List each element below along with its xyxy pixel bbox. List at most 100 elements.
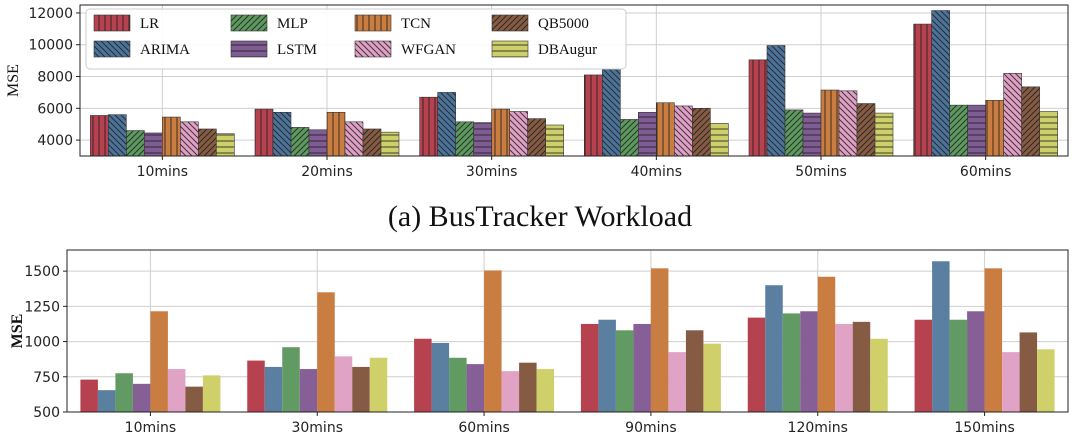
bar-series-1-90mins bbox=[598, 319, 616, 412]
bar-series-3-90mins bbox=[633, 323, 651, 412]
bar-qb5000-60mins bbox=[1021, 86, 1040, 157]
bar-lstm-20mins bbox=[308, 129, 328, 157]
bar-series-7-30mins bbox=[369, 357, 388, 412]
bar-qb5000-30mins bbox=[527, 118, 546, 157]
bar-wfgan-20mins bbox=[344, 121, 364, 157]
bar-series-0-120mins bbox=[747, 317, 766, 412]
bar-series-1-10mins bbox=[97, 390, 116, 412]
bar-series-7-90mins bbox=[703, 343, 721, 412]
bar-lr-30mins bbox=[419, 96, 438, 157]
bar-series-2-30mins bbox=[282, 347, 300, 412]
x-tick-label: 30mins bbox=[466, 164, 518, 180]
chart-bottom: 500 750 1000 1250 1500 10mins 30mins 60mins 90m… bbox=[9, 249, 1069, 436]
bar-series-2-120mins bbox=[782, 313, 801, 412]
bar-series-3-120mins bbox=[800, 311, 818, 412]
y-tick-label: 8000 bbox=[37, 70, 73, 86]
legend: LR ARIMA MLP LSTM TCN WFGAN QB5000 DBAugur bbox=[85, 8, 627, 70]
x-tick-label: 150mins bbox=[954, 420, 1014, 436]
bar-series-5-10mins bbox=[167, 369, 186, 412]
y-ticks-top: 4000 6000 8000 10000 12000 bbox=[28, 6, 80, 149]
legend-label: LSTM bbox=[277, 42, 317, 58]
bar-series-3-10mins bbox=[132, 383, 151, 412]
bar-mlp-50mins bbox=[784, 109, 804, 157]
legend-item-dbaugur: DBAugur bbox=[491, 40, 597, 58]
bar-mlp-10mins bbox=[126, 130, 145, 157]
y-tick-label: 1250 bbox=[24, 299, 60, 315]
legend-label: DBAugur bbox=[538, 42, 597, 58]
bar-series-2-60mins bbox=[449, 357, 467, 412]
bar-wfgan-30mins bbox=[509, 111, 528, 157]
bar-arima-20mins bbox=[272, 111, 292, 157]
bar-wfgan-60mins bbox=[1003, 73, 1022, 157]
bar-lstm-10mins bbox=[144, 132, 163, 157]
x-tick-label: 60mins bbox=[960, 164, 1012, 180]
bar-arima-30mins bbox=[437, 92, 456, 157]
caption-a: (a) BusTracker Workload bbox=[388, 200, 692, 233]
bar-lr-50mins bbox=[748, 59, 768, 157]
bar-series-1-60mins bbox=[431, 342, 450, 412]
bar-tcn-60mins bbox=[985, 100, 1004, 157]
legend-item-qb5000: QB5000 bbox=[491, 14, 589, 32]
x-ticks-bottom: 10mins 30mins 60mins 90mins 120mins 150mins bbox=[125, 412, 1015, 436]
y-tick-label: 4000 bbox=[37, 133, 73, 149]
bar-series-4-10mins bbox=[150, 311, 168, 412]
bar-qb5000-40mins bbox=[692, 108, 711, 157]
x-tick-label: 90mins bbox=[625, 420, 677, 436]
bar-series-6-150mins bbox=[1019, 332, 1038, 412]
bar-series-5-120mins bbox=[835, 323, 853, 412]
bar-dbaugur-10mins bbox=[216, 133, 235, 157]
x-tick-label: 60mins bbox=[458, 420, 510, 436]
legend-label: LR bbox=[140, 16, 159, 32]
bar-series-4-120mins bbox=[817, 276, 836, 412]
y-axis-label-bottom: MSE bbox=[9, 314, 26, 349]
bar-tcn-20mins bbox=[326, 111, 346, 157]
bars-top bbox=[90, 10, 1058, 157]
legend-swatch bbox=[230, 14, 268, 32]
bar-arima-40mins bbox=[602, 69, 621, 157]
legend-label: ARIMA bbox=[140, 42, 190, 58]
bar-series-4-60mins bbox=[484, 270, 502, 412]
bar-lr-40mins bbox=[584, 74, 603, 157]
bar-series-3-60mins bbox=[466, 364, 485, 412]
legend-swatch bbox=[491, 40, 529, 58]
plot-frame-bottom bbox=[66, 249, 1069, 413]
bar-series-4-90mins bbox=[650, 268, 669, 412]
bar-series-2-90mins bbox=[615, 330, 634, 412]
bar-series-0-10mins bbox=[80, 379, 98, 412]
bar-series-4-150mins bbox=[984, 268, 1003, 412]
bar-series-5-150mins bbox=[1002, 352, 1020, 412]
y-ticks-bottom: 500 750 1000 1250 1500 bbox=[24, 264, 67, 421]
bar-lstm-40mins bbox=[638, 111, 657, 157]
bar-wfgan-10mins bbox=[180, 121, 199, 157]
bar-arima-50mins bbox=[766, 45, 786, 157]
legend-item-mlp: MLP bbox=[230, 14, 308, 32]
legend-swatch bbox=[354, 14, 392, 32]
legend-swatch bbox=[93, 40, 131, 58]
bar-qb5000-50mins bbox=[856, 103, 876, 157]
bar-series-6-60mins bbox=[519, 362, 537, 412]
x-tick-label: 40mins bbox=[631, 164, 683, 180]
bar-dbaugur-30mins bbox=[545, 124, 564, 157]
x-tick-label: 20mins bbox=[301, 164, 353, 180]
bar-series-7-10mins bbox=[202, 375, 221, 412]
plot-area-bottom bbox=[67, 250, 1068, 412]
bar-series-0-60mins bbox=[414, 338, 432, 412]
legend-swatch bbox=[93, 14, 131, 32]
bar-series-0-30mins bbox=[247, 360, 265, 412]
bar-lr-20mins bbox=[254, 108, 274, 157]
bar-series-4-30mins bbox=[317, 292, 335, 412]
y-tick-label: 10000 bbox=[28, 38, 73, 54]
y-tick-label: 1500 bbox=[24, 264, 60, 280]
bar-series-2-150mins bbox=[949, 319, 968, 412]
bar-dbaugur-50mins bbox=[874, 112, 894, 157]
y-axis-label-top: MSE bbox=[5, 64, 22, 97]
bar-lstm-60mins bbox=[967, 104, 986, 157]
y-tick-label: 500 bbox=[33, 405, 60, 421]
bar-dbaugur-40mins bbox=[710, 123, 729, 157]
y-tick-label: 750 bbox=[33, 370, 60, 386]
bar-qb5000-20mins bbox=[362, 128, 382, 157]
bar-series-3-30mins bbox=[299, 369, 318, 412]
legend-swatch bbox=[354, 40, 392, 58]
bar-arima-10mins bbox=[108, 114, 127, 157]
legend-item-tcn: TCN bbox=[354, 14, 431, 32]
